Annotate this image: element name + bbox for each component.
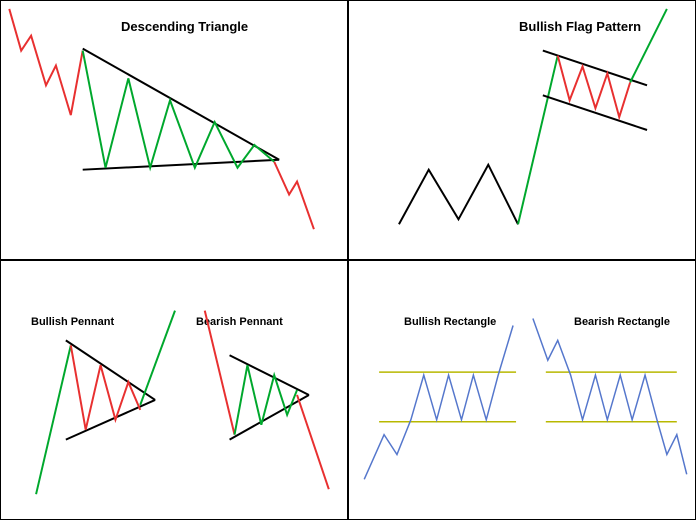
pattern-grid: Descending Triangle Bullish Flag Pattern… xyxy=(0,0,696,520)
panel-bullish-flag: Bullish Flag Pattern xyxy=(348,0,696,260)
flag-pole xyxy=(518,56,558,225)
exit-line xyxy=(630,9,667,82)
flag-zigzag xyxy=(558,56,630,118)
bear-pennant-pole xyxy=(205,311,235,435)
bound-lower xyxy=(543,95,647,130)
bound-lower xyxy=(83,160,279,170)
bear-rect-price xyxy=(533,319,687,475)
panel-descending-triangle: Descending Triangle xyxy=(0,0,348,260)
bull-rect-price xyxy=(364,326,513,480)
bull-pennant-bound-lower xyxy=(66,400,155,440)
chart-bullish-flag xyxy=(349,1,695,259)
pre-pattern xyxy=(399,165,518,225)
exit-line xyxy=(274,162,314,229)
panel-pennants: Bullish Pennant Bearish Pennant xyxy=(0,260,348,520)
chart-pennants xyxy=(1,261,347,519)
bear-pennant-exit xyxy=(297,395,329,489)
bear-pennant-bound-upper xyxy=(230,355,309,395)
bear-pennant-inside xyxy=(235,365,298,434)
chart-descending-triangle xyxy=(1,1,347,259)
bull-pennant-inside xyxy=(71,345,140,429)
bull-pennant-exit xyxy=(140,311,175,405)
chart-rectangles xyxy=(349,261,695,519)
panel-rectangles: Bullish Rectangle Bearish Rectangle xyxy=(348,260,696,520)
bull-pennant-pole xyxy=(36,345,71,494)
inside-zigzag xyxy=(83,51,275,168)
entry-line xyxy=(9,9,82,115)
